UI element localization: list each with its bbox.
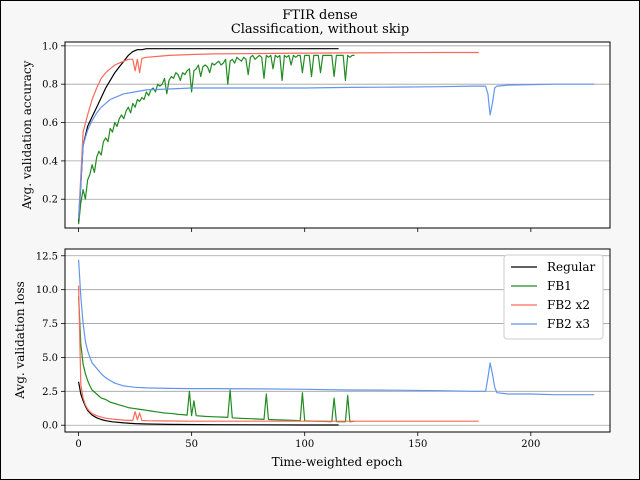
accuracy-y-tick-label: 0.6 bbox=[42, 118, 58, 129]
loss-x-tick-label: 100 bbox=[295, 439, 314, 450]
loss-y-ticks: 0.0 2.5 5.0 7.5 10.0 12.5 bbox=[36, 251, 65, 432]
loss-axes-frame bbox=[64, 248, 611, 433]
loss-series bbox=[78, 259, 595, 426]
loss-y-tick-label: 12.5 bbox=[36, 251, 58, 262]
loss-x-tick-label: 0 bbox=[75, 439, 81, 450]
accuracy-y-tick-label: 0.8 bbox=[42, 80, 58, 91]
loss-x-tick-label: 200 bbox=[521, 439, 540, 450]
loss-y-tick-label: 5.0 bbox=[42, 353, 58, 364]
x-axis-label: Time-weighted epoch bbox=[272, 455, 403, 469]
accuracy-panel: 0.2 0.4 0.6 0.8 1.0 Avg. validation accuracy bbox=[20, 41, 611, 232]
loss-y-tick-label: 7.5 bbox=[42, 319, 58, 330]
legend: Regular FB1 FB2 x2 FB2 x3 bbox=[503, 254, 604, 340]
loss-series-fb2-x3 bbox=[78, 259, 595, 396]
legend-label-fb2-x2: FB2 x2 bbox=[547, 298, 590, 312]
accuracy-series-fb2-x3 bbox=[78, 83, 595, 219]
accuracy-plot-area bbox=[65, 42, 610, 228]
accuracy-series bbox=[78, 48, 595, 225]
chart-title: FTIR dense bbox=[282, 8, 358, 23]
accuracy-series-fb1 bbox=[78, 54, 355, 225]
legend-label-fb2-x3: FB2 x3 bbox=[547, 317, 590, 331]
accuracy-series-fb2-x2 bbox=[78, 51, 479, 219]
legend-label-regular: Regular bbox=[547, 260, 596, 274]
accuracy-y-tick-label: 0.2 bbox=[42, 195, 58, 206]
loss-series-regular bbox=[78, 381, 339, 426]
accuracy-y-axis-label: Avg. validation accuracy bbox=[20, 60, 34, 210]
loss-x-ticks: 0 50 100 150 200 bbox=[75, 432, 540, 450]
loss-y-tick-label: 0.0 bbox=[42, 421, 58, 432]
loss-series-fb1 bbox=[78, 296, 355, 423]
accuracy-grid bbox=[65, 45, 610, 200]
loss-y-axis-label: Avg. validation loss bbox=[13, 281, 27, 400]
loss-y-tick-label: 2.5 bbox=[42, 387, 58, 398]
loss-x-tick-label: 150 bbox=[408, 439, 427, 450]
accuracy-y-tick-label: 1.0 bbox=[42, 41, 58, 52]
chart-subtitle: Classification, without skip bbox=[231, 22, 409, 37]
accuracy-y-ticks: 0.2 0.4 0.6 0.8 1.0 bbox=[42, 41, 65, 206]
loss-series-fb2-x2 bbox=[78, 285, 479, 422]
accuracy-series-regular bbox=[78, 48, 339, 223]
legend-entries: Regular FB1 FB2 x2 FB2 x3 bbox=[511, 260, 596, 331]
legend-box bbox=[503, 254, 604, 340]
loss-y-tick-label: 10.0 bbox=[36, 285, 58, 296]
accuracy-y-tick-label: 0.4 bbox=[42, 156, 58, 167]
accuracy-x-ticks bbox=[78, 228, 532, 232]
accuracy-axes-frame bbox=[64, 41, 611, 229]
legend-label-fb1: FB1 bbox=[547, 279, 572, 293]
loss-x-tick-label: 50 bbox=[185, 439, 198, 450]
loss-panel: 0.0 2.5 5.0 7.5 10.0 12.5 0 50 100 150 200 Avg. v… bbox=[13, 248, 611, 469]
